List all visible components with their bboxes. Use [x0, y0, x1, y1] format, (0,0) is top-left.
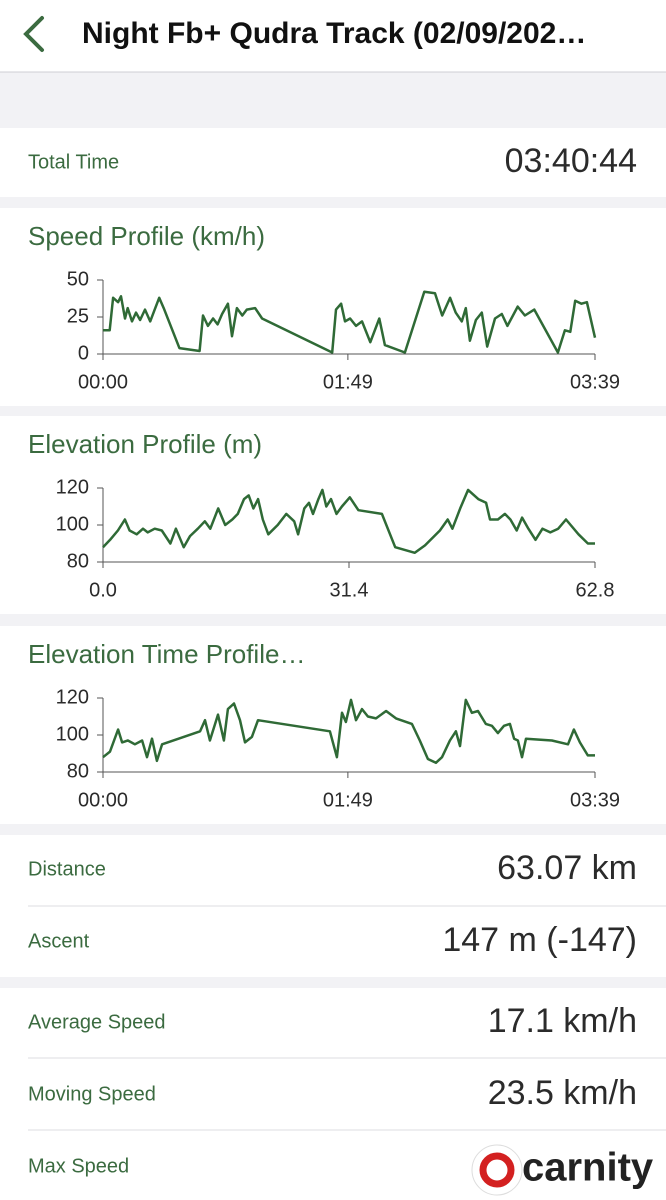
y-tick-label: 100 [56, 513, 89, 535]
y-tick-label: 120 [56, 686, 89, 708]
row-value: 63.07 km [497, 849, 637, 887]
line [103, 290, 597, 354]
chart-title: Elevation Profile (m) [28, 429, 262, 459]
chart-title: Speed Profile (km/h) [28, 221, 265, 251]
watermark: carnity [471, 1144, 654, 1196]
y-tick-label: 80 [67, 550, 89, 572]
chart-bg [0, 626, 666, 824]
chart-title: Elevation Time Profile… [28, 639, 305, 669]
row-value: 03:40:44 [505, 142, 637, 180]
row-label: Total Time [28, 151, 119, 173]
y-tick-label: 120 [56, 476, 89, 498]
section-bg [0, 988, 666, 1200]
logo-mark [479, 1152, 515, 1188]
logo [471, 1144, 523, 1196]
watermark-text: carnity [522, 1146, 654, 1190]
x-tick-label: 01:49 [323, 371, 373, 393]
y-tick-label: 0 [78, 342, 89, 364]
header [0, 0, 666, 72]
y-tick-label: 50 [67, 268, 89, 290]
back-button[interactable] [23, 16, 44, 52]
x-tick-label: 62.8 [576, 579, 615, 601]
x-tick-label: 0.0 [89, 579, 117, 601]
row-value: 147 m (-147) [442, 921, 637, 959]
x-tick-label: 01:49 [323, 789, 373, 811]
row-label: Ascent [28, 930, 90, 952]
line [102, 488, 595, 555]
row-label: Average Speed [28, 1011, 166, 1033]
row-value: 23.5 km/h [488, 1074, 637, 1112]
row-label: Distance [28, 858, 106, 880]
chart-bg [0, 416, 666, 614]
row-label: Moving Speed [28, 1083, 156, 1105]
x-tick-label: 00:00 [78, 371, 128, 393]
y-tick-label: 100 [56, 723, 89, 745]
line [102, 698, 595, 765]
x-tick-label: 31.4 [330, 579, 369, 601]
y-tick-label: 25 [67, 305, 89, 327]
row-label: Max Speed [28, 1155, 129, 1177]
row-bg [0, 128, 666, 197]
x-tick-label: 03:39 [570, 371, 620, 393]
y-tick-label: 80 [67, 760, 89, 782]
row-value: 17.1 km/h [488, 1002, 637, 1040]
x-tick-label: 03:39 [570, 789, 620, 811]
header-title: Night Fb+ Qudra Track (02/09/202… [82, 17, 586, 50]
x-tick-label: 00:00 [78, 789, 128, 811]
